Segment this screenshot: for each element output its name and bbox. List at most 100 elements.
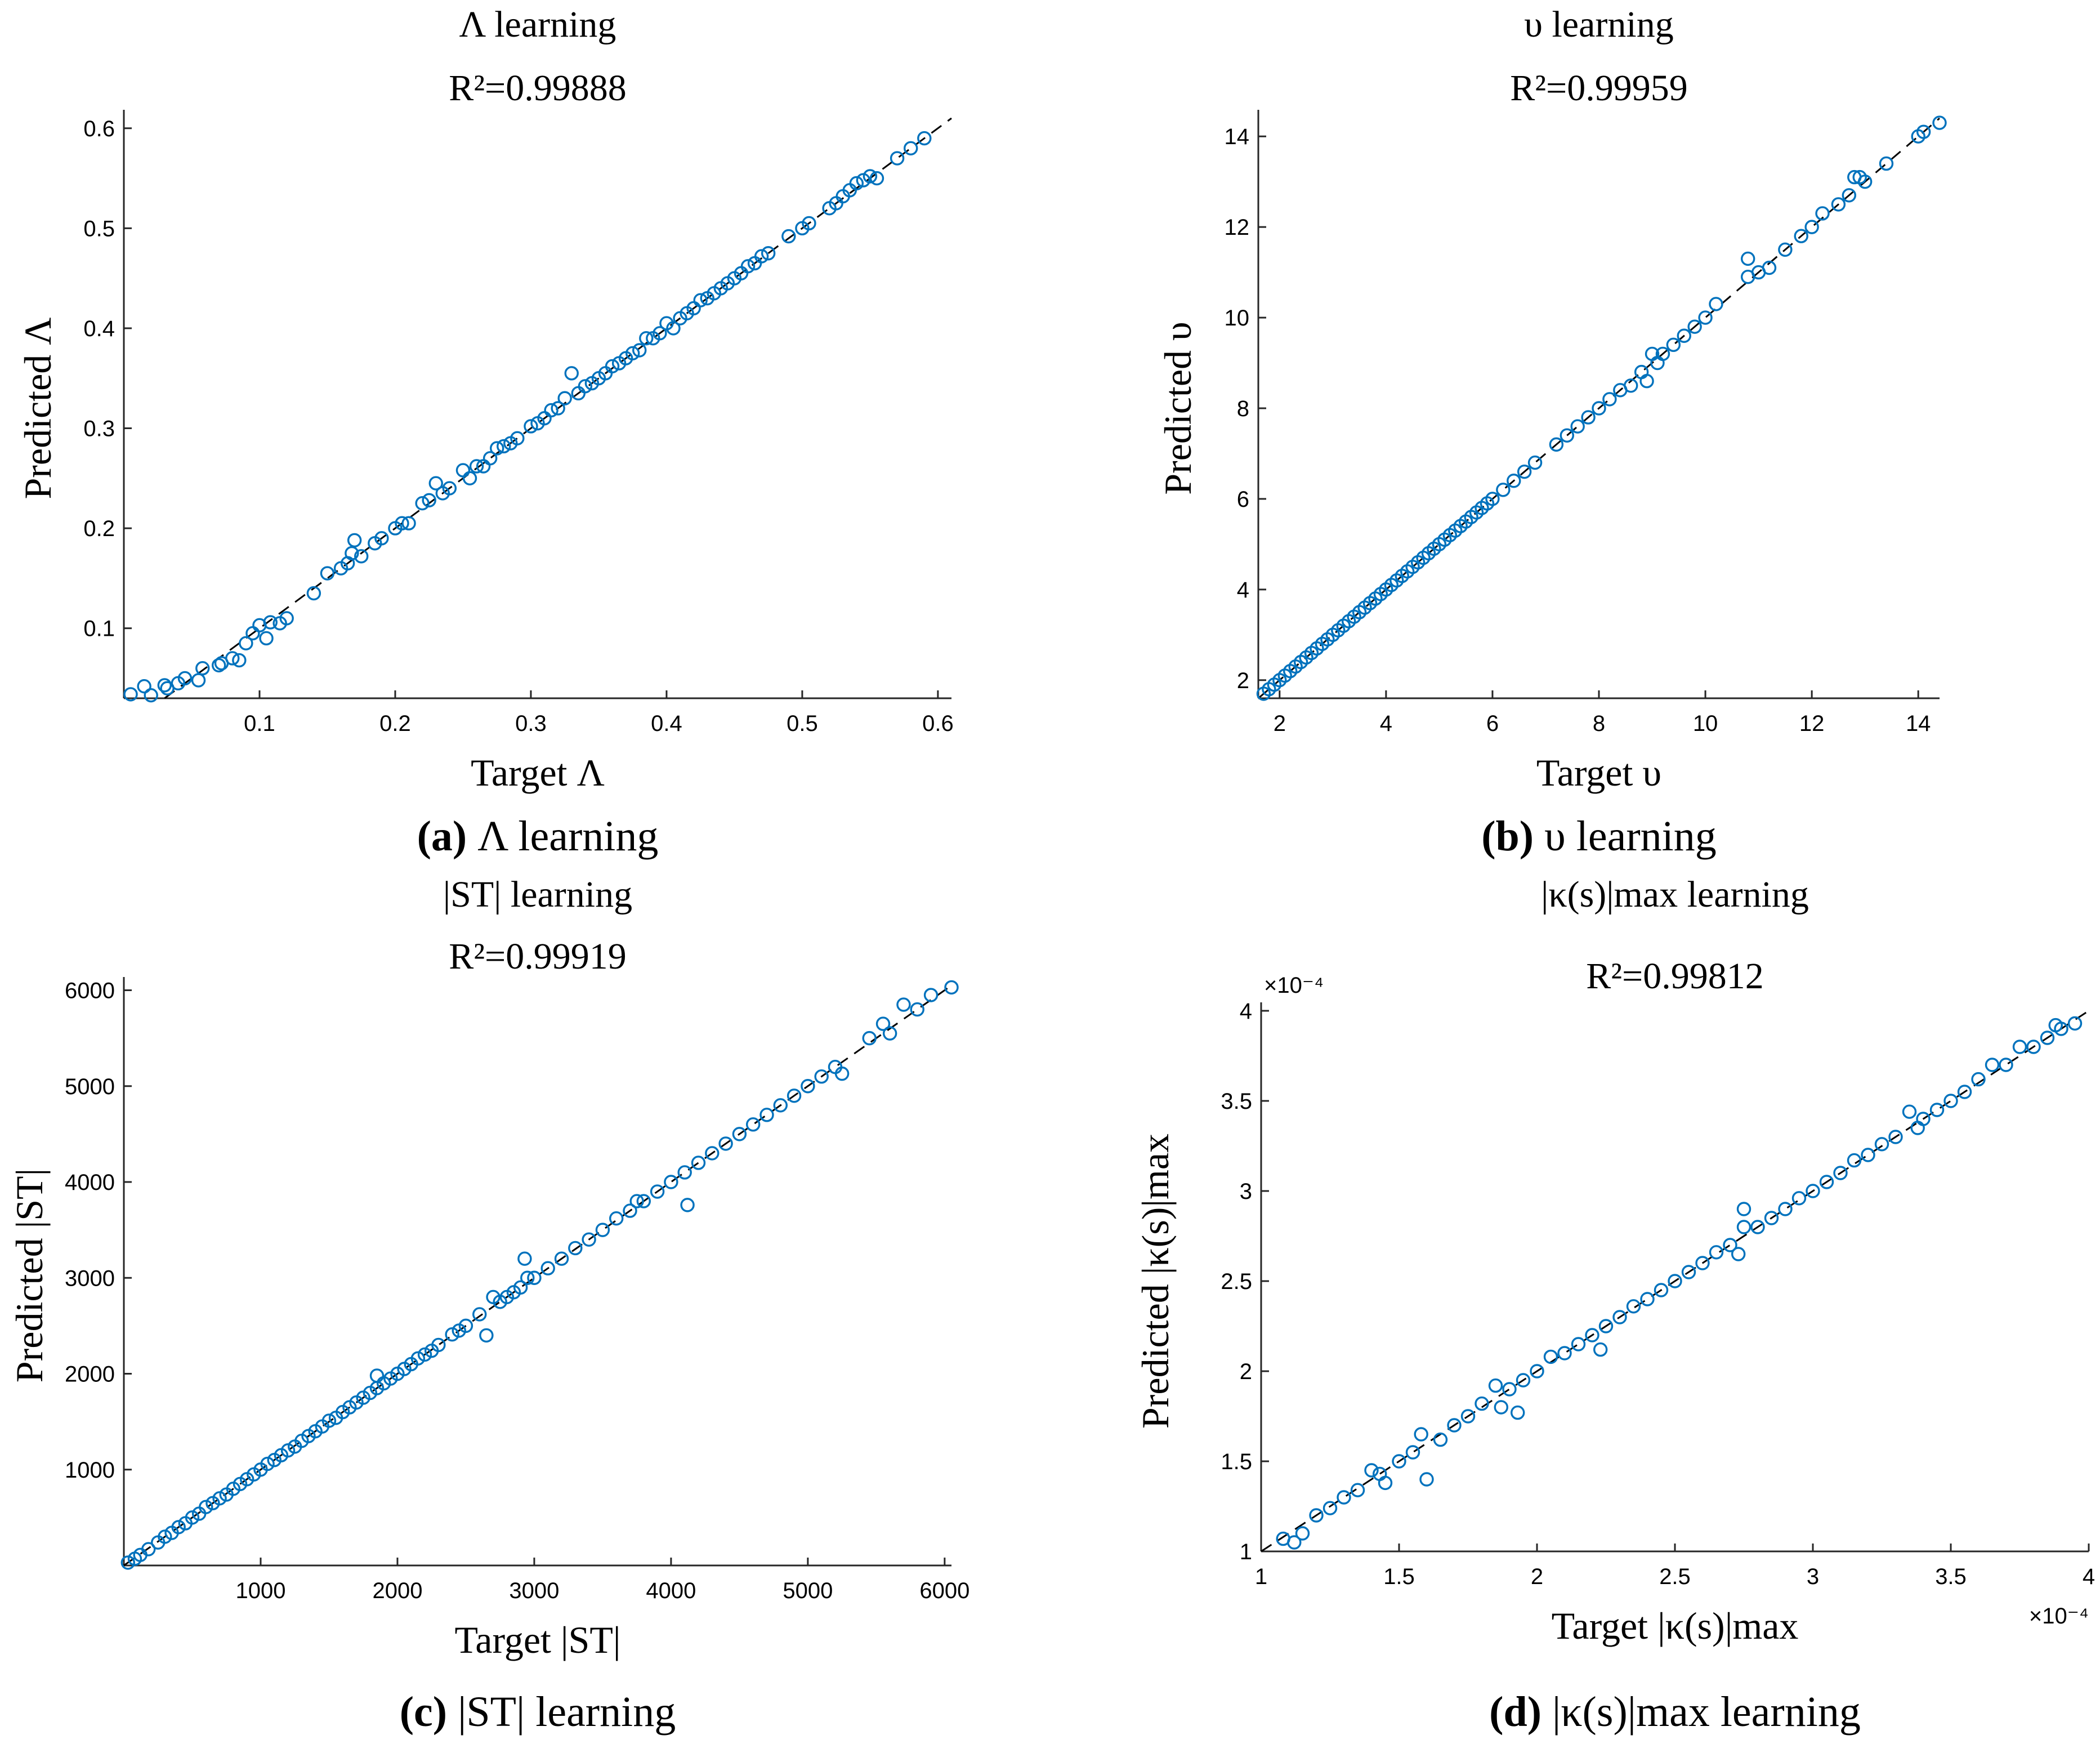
data-point <box>1364 1463 1379 1478</box>
data-point <box>882 1026 897 1041</box>
caption-letter: (a) <box>417 813 467 860</box>
data-point <box>527 1270 542 1285</box>
x-tick-label: 2.5 <box>1659 1564 1691 1589</box>
data-point <box>479 1328 494 1343</box>
data-point <box>745 1117 761 1132</box>
data-point <box>417 1347 432 1362</box>
r2-annotation: R²=0.99812 <box>1586 956 1764 997</box>
data-point <box>422 493 436 508</box>
data-point <box>1709 1245 1724 1260</box>
data-point <box>1677 328 1691 343</box>
data-point <box>462 471 477 486</box>
data-point <box>177 671 193 686</box>
data-point <box>321 1413 337 1428</box>
y-tick-label: 3000 <box>65 1266 115 1291</box>
x-tick-label: 0.2 <box>379 711 411 736</box>
data-point <box>260 1456 275 1471</box>
data-point <box>1507 474 1521 488</box>
data-point <box>1295 1526 1310 1541</box>
data-point <box>625 346 640 361</box>
data-point <box>1655 346 1670 362</box>
data-point <box>517 1251 532 1266</box>
data-point <box>137 679 151 694</box>
data-point <box>582 1232 596 1247</box>
data-point <box>1433 1432 1448 1447</box>
x-tick-label: 0.3 <box>515 711 547 736</box>
x-tick-label: 14 <box>1906 711 1931 736</box>
y-tick-label: 10 <box>1225 306 1250 331</box>
data-point <box>1414 1427 1428 1442</box>
data-point <box>1668 1274 1682 1288</box>
data-point <box>1879 156 1894 171</box>
x-tick-label: 3.5 <box>1935 1564 1967 1589</box>
data-point <box>1695 1256 1710 1270</box>
data-point <box>157 678 172 693</box>
data-point <box>191 673 206 688</box>
x-axis-label: Target |κ(s)|max <box>1552 1604 1799 1647</box>
data-point <box>1861 1148 1875 1162</box>
data-point <box>1502 1382 1517 1397</box>
data-point <box>1516 1373 1531 1388</box>
data-point <box>2067 1016 2083 1031</box>
data-point <box>442 481 457 496</box>
y-tick-label: 4 <box>1237 578 1249 603</box>
data-point <box>1322 1501 1338 1515</box>
data-point <box>279 611 294 626</box>
data-point <box>1791 1191 1807 1206</box>
y-tick-label: 2.5 <box>1221 1269 1252 1294</box>
data-point <box>1804 220 1819 234</box>
data-point <box>212 1491 227 1506</box>
data-point <box>1985 1058 2000 1072</box>
data-point <box>259 631 274 646</box>
chart-c: |ST| learning R²=0.99919 1000 2000 3000 4000 5… <box>8 874 969 1736</box>
data-point <box>1916 124 1931 139</box>
data-point <box>636 1194 651 1208</box>
data-point <box>875 1016 891 1031</box>
data-point <box>1557 1346 1572 1360</box>
x-tick-label: 4 <box>1380 711 1392 736</box>
y-tick-label: 3 <box>1240 1179 1252 1204</box>
caption-letter: (b) <box>1481 813 1534 860</box>
data-point <box>632 343 647 358</box>
data-point <box>1447 1418 1462 1433</box>
chart-title: |κ(s)|max learning <box>1541 874 1809 915</box>
data-point <box>1510 1405 1525 1420</box>
x-axis-label: Target υ <box>1536 751 1661 794</box>
data-point <box>1571 1337 1586 1351</box>
panel-caption: (b) υ learning <box>1481 813 1717 860</box>
caption-letter: (d) <box>1489 1688 1542 1736</box>
data-point <box>1419 1472 1434 1487</box>
data-point <box>1392 1454 1406 1469</box>
data-point <box>1929 1103 1945 1117</box>
data-point <box>1654 1283 1669 1297</box>
data-point <box>1517 464 1532 479</box>
y-tick-label: 3.5 <box>1221 1089 1252 1114</box>
data-point <box>828 1060 843 1074</box>
panel-caption: (d) |κ(s)|max learning <box>1489 1688 1861 1736</box>
data-point <box>1916 1112 1931 1126</box>
data-point <box>1543 1349 1558 1364</box>
data-point <box>1309 1508 1324 1523</box>
data-point <box>849 176 864 191</box>
data-point <box>896 997 911 1012</box>
data-point <box>1475 1396 1489 1411</box>
data-point <box>578 379 593 394</box>
x-tick-label: 1 <box>1255 1564 1267 1589</box>
x-exponent-label: ×10⁻⁴ <box>2029 1604 2089 1629</box>
data-point <box>1833 1166 1848 1180</box>
data-point <box>1750 1220 1765 1234</box>
data-point <box>239 636 253 651</box>
data-point <box>917 131 932 146</box>
data-point <box>141 1542 156 1556</box>
data-point <box>605 359 620 374</box>
y-tick-label: 0.1 <box>83 617 115 641</box>
x-tick-label: 12 <box>1799 711 1825 736</box>
y-tick-label: 6 <box>1237 487 1249 512</box>
y-tick-label: 12 <box>1225 215 1250 240</box>
x-tick-label: 0.4 <box>651 711 682 736</box>
data-point <box>1488 1378 1503 1393</box>
data-point <box>1778 1202 1793 1216</box>
data-point <box>1530 1364 1544 1379</box>
data-point <box>540 1261 555 1275</box>
y-tick-label: 0.3 <box>83 417 115 441</box>
